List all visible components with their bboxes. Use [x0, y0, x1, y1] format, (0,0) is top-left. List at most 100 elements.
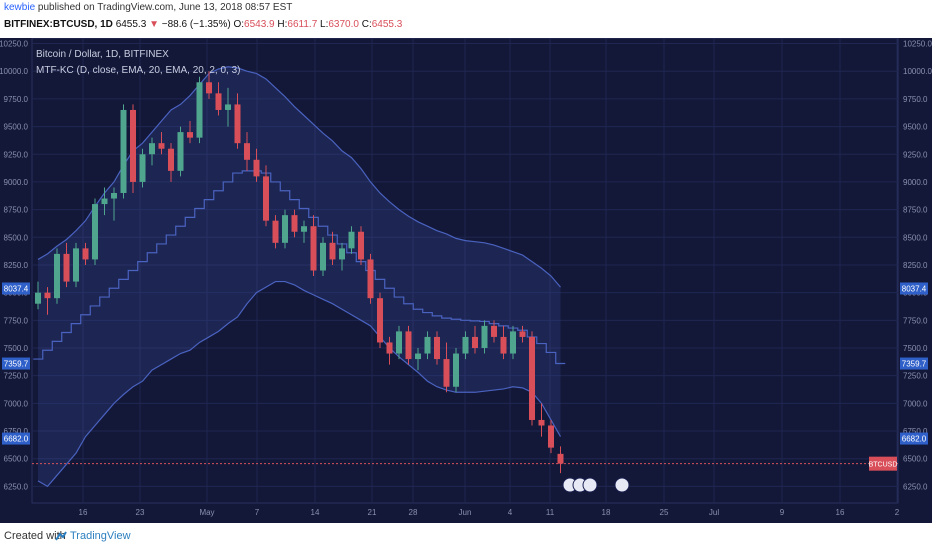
candle-body — [253, 159, 260, 177]
candle-body — [215, 93, 222, 110]
tradingview-logo-icon — [55, 531, 67, 541]
y-tick-label-right: 9500.0 — [903, 123, 928, 132]
y-tick-label-right: 8500.0 — [903, 233, 928, 242]
candle-body — [63, 253, 70, 282]
price-tag-right: 8037.4 — [902, 285, 927, 294]
y-tick-label-right: 7250.0 — [903, 372, 928, 381]
symbol-line: BITFINEX:BTCUSD, 1D 6455.3 ▼ −88.6 (−1.3… — [4, 19, 402, 35]
axes: 6250.0 6250.0 6500.0 6500.0 6750.0 6750.0 7000… — [0, 40, 932, 517]
footer: Created with TradingView — [0, 523, 932, 550]
x-tick-label: 7 — [255, 508, 260, 517]
close-value: 6455.3 — [371, 19, 403, 30]
candle-body — [82, 248, 89, 260]
candle-body — [139, 154, 146, 182]
price-tag-right: 6682.0 — [902, 435, 927, 444]
x-tick-label: 28 — [409, 508, 418, 517]
last-price: 6455.3 — [115, 19, 147, 30]
candle-body — [244, 143, 250, 160]
candle-body — [225, 104, 231, 110]
candle-body — [73, 248, 79, 282]
y-tick-label-right: 7000.0 — [903, 399, 928, 408]
x-tick-label: Jul — [709, 508, 719, 517]
candle-body — [424, 336, 431, 354]
author-link[interactable]: kewbie — [4, 2, 36, 13]
candle-body — [310, 226, 317, 271]
tradingview-brand-link[interactable]: TradingView — [70, 530, 131, 542]
x-tick-label: 25 — [660, 508, 669, 517]
open-label: O: — [233, 19, 245, 30]
y-tick-label-left: 9500.0 — [4, 123, 29, 132]
y-tick-label-right: 9000.0 — [903, 178, 928, 187]
y-tick-label-right: 7750.0 — [903, 316, 928, 325]
price-tag-left: 6682.0 — [4, 435, 29, 444]
y-tick-label-right: 6250.0 — [903, 482, 928, 491]
candle-body — [177, 132, 184, 171]
y-tick-label-right: 10250.0 — [903, 40, 932, 49]
candle-body — [538, 419, 545, 426]
open-value: 6543.9 — [244, 19, 275, 30]
y-tick-label-right: 6750.0 — [903, 427, 928, 436]
x-tick-label: 14 — [311, 508, 320, 517]
x-tick-label: May — [199, 508, 214, 517]
candle-body — [415, 353, 421, 360]
y-tick-label-left: 9250.0 — [4, 150, 29, 159]
y-tick-label-right: 10000.0 — [903, 67, 932, 76]
y-tick-label-left: 6250.0 — [4, 482, 29, 491]
y-tick-label-left: 8250.0 — [4, 261, 29, 270]
candle-body — [481, 325, 488, 348]
x-tick-label: 2 — [895, 508, 900, 517]
down-arrow-icon: ▼ — [149, 19, 159, 30]
x-tick-label: 11 — [546, 508, 555, 517]
candle-body — [149, 143, 155, 155]
x-tick-label: 23 — [136, 508, 145, 517]
symbol-name: BITFINEX:BTCUSD, 1D — [4, 19, 113, 30]
y-tick-label-left: 10000.0 — [0, 67, 29, 76]
candle-body — [272, 220, 279, 243]
candle-body — [510, 331, 516, 354]
price-tag-right-bg — [900, 357, 928, 370]
grid-lines — [31, 37, 899, 504]
candle-body — [405, 331, 412, 360]
candle-body — [187, 132, 193, 138]
event-badge-icon — [614, 477, 630, 493]
candle-body — [329, 242, 336, 260]
candle-body — [120, 109, 127, 193]
y-tick-label-right: 8750.0 — [903, 206, 928, 215]
candle-body — [557, 453, 564, 464]
candle-body — [386, 342, 393, 354]
chart-title: Bitcoin / Dollar, 1D, BITFINEX — [36, 49, 169, 60]
candle-body — [130, 109, 136, 182]
candle-body — [367, 259, 374, 299]
candle-body — [234, 104, 241, 144]
candle-body — [101, 198, 108, 205]
y-tick-label-left: 6750.0 — [4, 427, 29, 436]
chart-area[interactable]: 6250.0 6250.0 6500.0 6500.0 6750.0 6750.0 7000… — [0, 37, 932, 523]
indicator-legend: MTF-KC (D, close, EMA, 20, EMA, 20, 2, 0… — [36, 65, 241, 76]
low-value: 6370.0 — [328, 19, 359, 30]
candle-body — [291, 215, 298, 232]
y-tick-label-left: 7250.0 — [4, 372, 29, 381]
x-tick-label: 18 — [602, 508, 611, 517]
y-tick-label-right: 9250.0 — [903, 150, 928, 159]
price-tag-left-bg — [2, 282, 30, 295]
candle-body — [196, 82, 203, 138]
candle-body — [168, 148, 174, 171]
x-tick-label: 4 — [508, 508, 513, 517]
y-tick-label-left: 10250.0 — [0, 40, 29, 49]
close-label: C: — [361, 19, 372, 30]
candle-body — [92, 204, 98, 260]
candle-body — [443, 359, 450, 387]
keltner-channel — [33, 66, 566, 488]
candle-body — [358, 231, 364, 260]
candle-body — [263, 176, 269, 221]
price-tag-left: 8037.4 — [4, 285, 29, 294]
candle-body — [453, 353, 459, 387]
candle-body — [111, 193, 117, 199]
candle-body — [301, 226, 307, 232]
candle-body — [348, 231, 355, 249]
candlestick-chart[interactable]: 6250.0 6250.0 6500.0 6500.0 6750.0 6750.0 7000… — [0, 37, 932, 523]
candle-body — [519, 331, 526, 337]
y-tick-label-left: 8750.0 — [4, 206, 29, 215]
price-tag-right-bg — [900, 432, 928, 445]
candle-body — [491, 325, 497, 337]
